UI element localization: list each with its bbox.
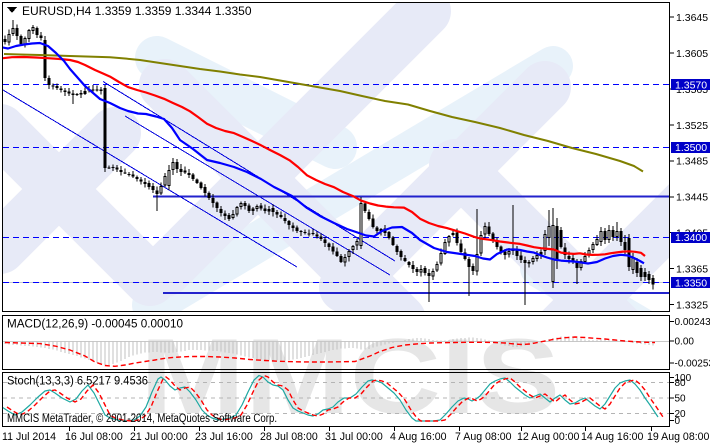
- svg-text:19 Aug 08:00: 19 Aug 08:00: [647, 431, 710, 443]
- svg-text:28 Jul 08:00: 28 Jul 08:00: [260, 431, 318, 443]
- svg-text:1.3365: 1.3365: [676, 263, 708, 275]
- svg-text:11 Jul 2014: 11 Jul 2014: [2, 431, 56, 443]
- svg-text:20: 20: [675, 409, 687, 420]
- svg-text:0: 0: [675, 416, 681, 427]
- svg-text:100: 100: [675, 373, 692, 384]
- svg-text:0.00: 0.00: [675, 337, 695, 348]
- svg-text:21 Jul 00:00: 21 Jul 00:00: [130, 431, 188, 443]
- svg-text:4 Aug 16:00: 4 Aug 16:00: [390, 431, 447, 443]
- svg-text:1.3325: 1.3325: [676, 299, 708, 311]
- svg-text:1.3350: 1.3350: [675, 277, 707, 289]
- svg-text:31 Jul 00:00: 31 Jul 00:00: [325, 431, 383, 443]
- svg-text:1.3500: 1.3500: [675, 142, 707, 154]
- svg-text:12 Aug 00:00: 12 Aug 00:00: [517, 431, 580, 443]
- svg-text:1.3570: 1.3570: [675, 79, 707, 91]
- svg-text:80: 80: [675, 378, 687, 389]
- svg-text:EURUSD,H4 1.3359 1.3359 1.334: EURUSD,H4 1.3359 1.3359 1.3344 1.3350: [22, 4, 252, 18]
- svg-text:-0.00253: -0.00253: [675, 359, 710, 370]
- svg-text:14 Aug 16:00: 14 Aug 16:00: [581, 431, 644, 443]
- svg-text:MMCIS: MMCIS: [140, 316, 560, 436]
- svg-text:1.3525: 1.3525: [676, 120, 708, 132]
- svg-text:23 Jul 16:00: 23 Jul 16:00: [195, 431, 253, 443]
- svg-text:0.00243: 0.00243: [675, 317, 710, 328]
- svg-text:1.3605: 1.3605: [676, 48, 708, 60]
- svg-text:16 Jul 08:00: 16 Jul 08:00: [65, 431, 123, 443]
- svg-text:1.3445: 1.3445: [676, 192, 708, 204]
- svg-text:50: 50: [675, 394, 687, 405]
- svg-text:1.3485: 1.3485: [676, 156, 708, 168]
- svg-text:1.3400: 1.3400: [675, 232, 707, 244]
- svg-text:MACD(12,26,9) -0.00045 0.00010: MACD(12,26,9) -0.00045 0.00010: [7, 319, 183, 331]
- svg-text:Stoch(13,3,3) 6.5217 9.4536: Stoch(13,3,3) 6.5217 9.4536: [7, 376, 148, 388]
- svg-text:1.3645: 1.3645: [676, 12, 708, 24]
- svg-text:MMCIS MetaTrader, © 2001-2014,: MMCIS MetaTrader, © 2001-2014, MetaQuote…: [7, 413, 277, 425]
- svg-text:7 Aug 08:00: 7 Aug 08:00: [455, 431, 512, 443]
